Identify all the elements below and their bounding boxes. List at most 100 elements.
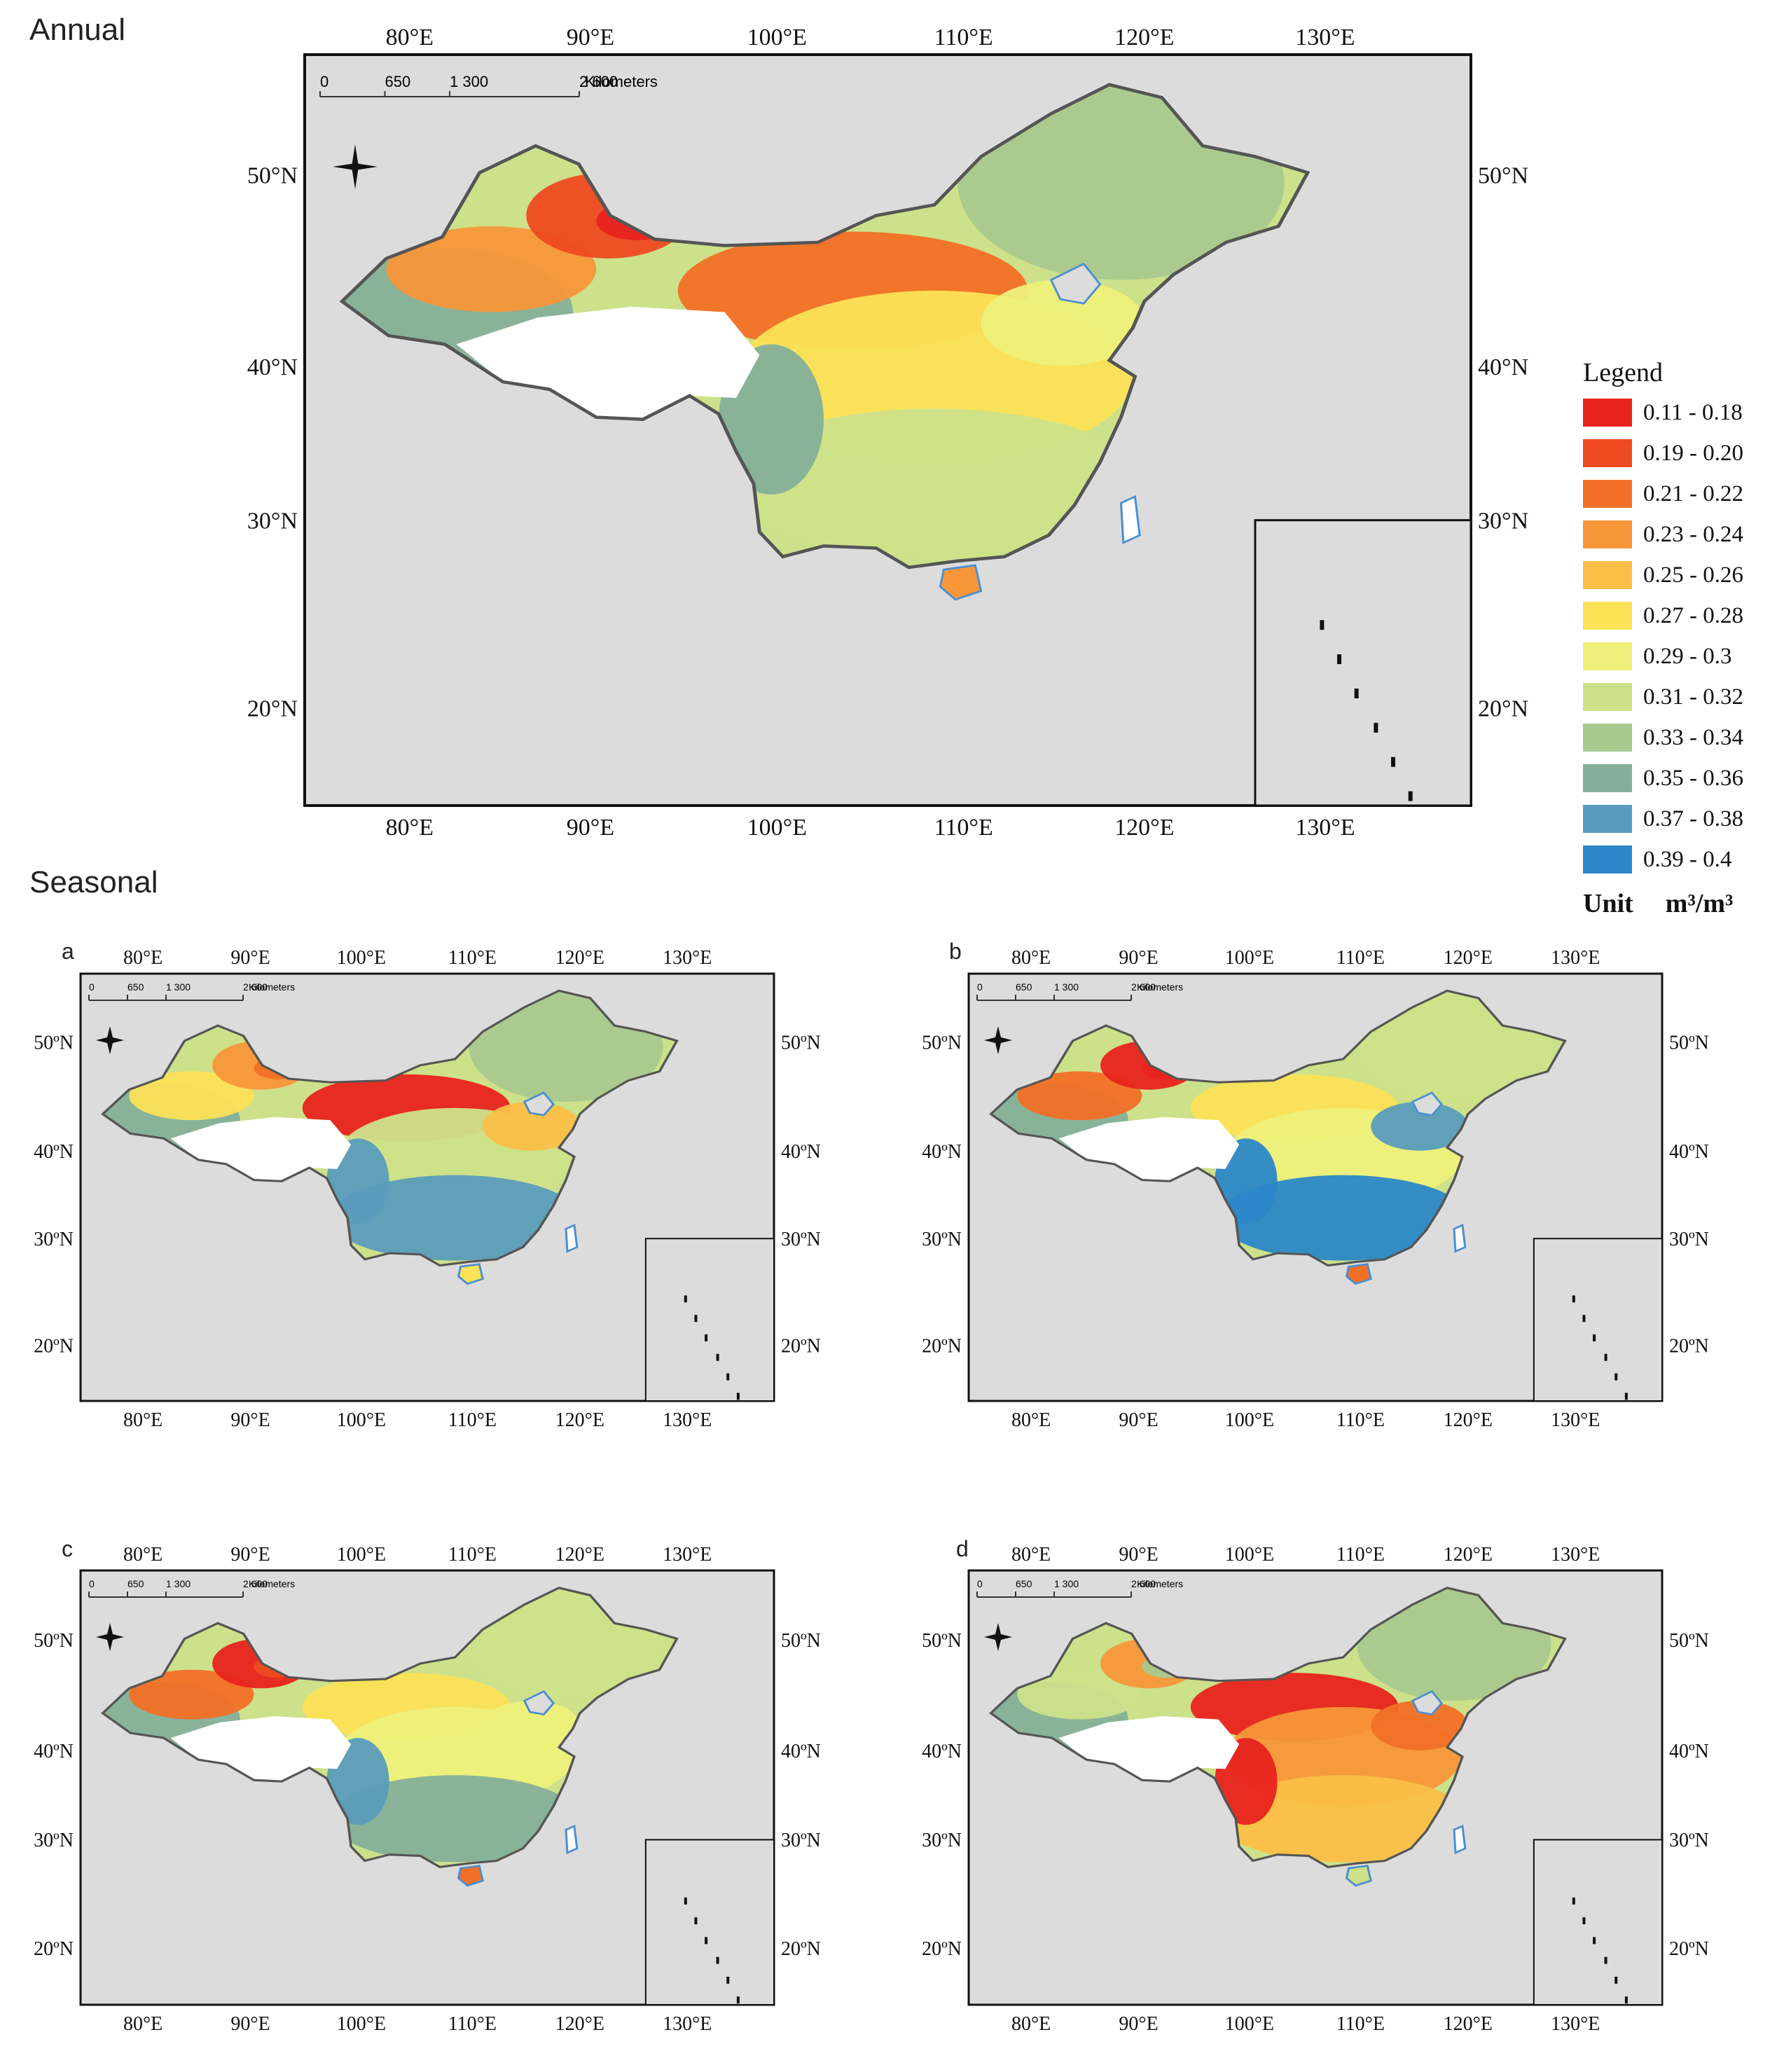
north-arrow-icon — [984, 1623, 1012, 1651]
lon-label-top: 110°E — [448, 1544, 497, 1566]
legend-item: 0.23 - 0.24 — [1569, 514, 1779, 555]
legend-label: 0.35 - 0.36 — [1643, 765, 1743, 791]
moisture-zone — [129, 1669, 254, 1720]
lon-label-top: 80°E — [123, 947, 162, 969]
scale-tick-label: 650 — [1016, 1578, 1032, 1589]
dash-line-segment — [716, 1956, 719, 1964]
scale-tick-label: 1 300 — [1054, 981, 1079, 993]
lat-label-right: 20ºN — [781, 1938, 821, 1960]
legend-swatch — [1583, 480, 1632, 508]
dash-line-segment — [1614, 1373, 1618, 1381]
annual-title: Annual — [29, 13, 126, 47]
legend-swatch — [1583, 724, 1632, 752]
lat-label-left: 20ºN — [34, 1938, 74, 1960]
lon-label-bottom: 120°E — [555, 2013, 604, 2035]
lon-label-bottom: 130°E — [663, 1409, 712, 1431]
scale-tick-label: 650 — [1016, 981, 1032, 993]
north-arrow-icon — [984, 1026, 1012, 1054]
lon-label-top: 120°E — [1114, 25, 1174, 50]
lon-label-bottom: 130°E — [1295, 815, 1355, 841]
lat-label-right: 50ºN — [1669, 1032, 1709, 1054]
dash-line-segment — [1582, 1917, 1586, 1925]
no-data-plateau — [170, 1117, 352, 1182]
moisture-zone — [129, 1071, 254, 1121]
legend-item: 0.39 - 0.4 — [1569, 839, 1779, 880]
bohai-sea — [523, 1690, 555, 1715]
legend-swatch — [1583, 764, 1632, 792]
bohai-sea — [523, 1091, 555, 1117]
legend-label: 0.39 - 0.4 — [1643, 846, 1732, 872]
legend-label: 0.23 - 0.24 — [1643, 521, 1743, 547]
dash-line-segment — [1604, 1353, 1607, 1361]
panel-letter-b: b — [949, 939, 962, 964]
lat-label-right: 20ºN — [1669, 1938, 1709, 1960]
legend-label: 0.19 - 0.20 — [1643, 440, 1743, 466]
lat-label-right: 50°N — [1478, 163, 1528, 188]
map-seasonal-a: 0 650 1 300 2 600 Kilometers 80°E 80°E 90°E 90°E… — [21, 932, 827, 1457]
dash-line-segment — [726, 1976, 730, 1984]
legend-label: 0.27 - 0.28 — [1643, 602, 1743, 628]
legend-unit-value: m³/m³ — [1665, 889, 1734, 918]
legend-item: 0.27 - 0.28 — [1569, 595, 1779, 636]
dash-line-segment — [736, 1996, 740, 2004]
lon-label-bottom: 80°E — [123, 1409, 162, 1431]
taiwan-island — [565, 1224, 579, 1253]
lon-label-top: 80°E — [386, 25, 434, 50]
lat-label-left: 40ºN — [922, 1141, 962, 1163]
legend-label: 0.37 - 0.38 — [1643, 806, 1743, 831]
lat-label-left: 50ºN — [922, 1032, 962, 1054]
lat-label-right: 30°N — [1478, 509, 1528, 534]
lon-label-bottom: 110°E — [1336, 2013, 1385, 2035]
lon-label-bottom: 100°E — [747, 815, 807, 841]
lon-label-top: 100°E — [1225, 947, 1274, 969]
lon-label-bottom: 90°E — [230, 2013, 270, 2035]
hainan-island — [457, 1865, 484, 1887]
lat-label-right: 50ºN — [1669, 1630, 1709, 1652]
dash-line-segment — [1408, 791, 1413, 801]
scale-tick-label: 650 — [385, 73, 411, 90]
lon-label-top: 110°E — [1336, 947, 1385, 969]
north-arrow-icon — [96, 1026, 124, 1054]
dash-line-segment — [1572, 1295, 1575, 1303]
legend: Legend 0.11 - 0.18 0.19 - 0.20 0.21 - 0.22… — [1569, 357, 1779, 919]
south-china-sea-inset — [1533, 1839, 1663, 2005]
lon-label-bottom: 80°E — [123, 2013, 162, 2035]
dash-line-segment — [1391, 757, 1396, 767]
lat-label-left: 40ºN — [34, 1741, 74, 1762]
lon-label-bottom: 100°E — [1225, 2013, 1274, 2035]
lon-label-top: 130°E — [1551, 947, 1600, 969]
lat-label-left: 30ºN — [34, 1229, 74, 1250]
no-data-plateau — [170, 1716, 352, 1782]
legend-item: 0.25 - 0.26 — [1569, 555, 1779, 595]
legend-swatch — [1583, 805, 1632, 833]
lat-label-left: 20°N — [247, 696, 298, 722]
north-arrow-icon — [96, 1623, 124, 1651]
lon-label-top: 110°E — [448, 947, 497, 969]
legend-item: 0.35 - 0.36 — [1569, 758, 1779, 799]
panel-letter-d: d — [956, 1536, 969, 1561]
map-seasonal-d: 0 650 1 300 2 600 Kilometers 80°E 80°E 90°E 90°E… — [909, 1528, 1715, 2061]
legend-rows: 0.11 - 0.18 0.19 - 0.20 0.21 - 0.22 0.23 - … — [1569, 392, 1779, 880]
lat-label-right: 50ºN — [781, 1630, 821, 1652]
lat-label-left: 20ºN — [34, 1336, 74, 1358]
legend-swatch — [1583, 561, 1632, 589]
lon-label-top: 110°E — [1336, 1544, 1385, 1566]
dash-line-segment — [705, 1937, 708, 1945]
dash-line-segment — [1614, 1976, 1618, 1984]
dash-line-segment — [694, 1315, 698, 1322]
lon-label-bottom: 90°E — [1119, 1409, 1158, 1431]
lat-label-left: 50ºN — [34, 1032, 74, 1054]
taiwan-island — [1453, 1824, 1467, 1855]
lon-label-top: 100°E — [1225, 1544, 1274, 1566]
scale-unit: Kilometers — [585, 73, 658, 90]
hainan-island — [939, 564, 983, 601]
lon-label-bottom: 80°E — [1011, 2013, 1051, 2035]
lat-label-right: 30ºN — [1669, 1830, 1709, 1851]
moisture-zone — [330, 1175, 580, 1261]
lon-label-bottom: 90°E — [567, 815, 614, 841]
lat-label-right: 40°N — [1478, 354, 1528, 380]
lon-label-bottom: 100°E — [337, 1409, 386, 1431]
dash-line-segment — [1374, 722, 1378, 733]
lon-label-top: 130°E — [663, 1544, 712, 1566]
